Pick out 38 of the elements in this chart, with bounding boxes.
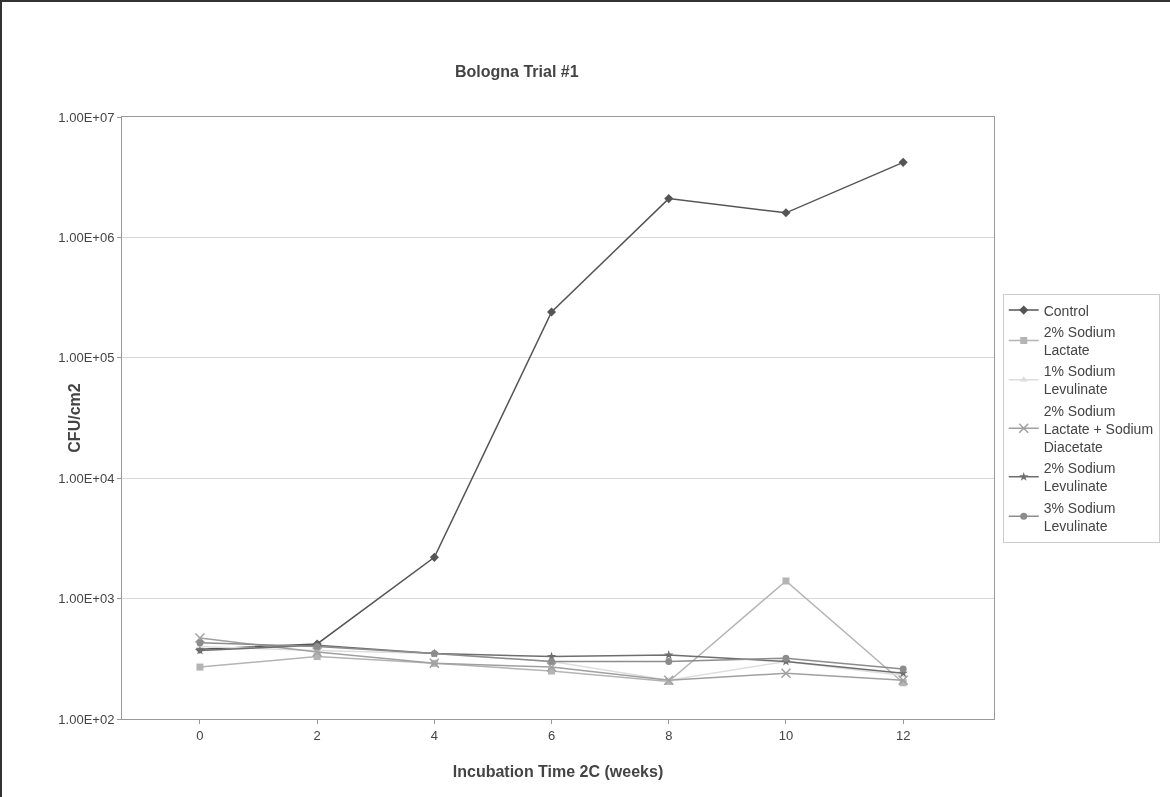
point <box>664 194 674 204</box>
x-tick-label: 6 <box>547 727 556 743</box>
chart-title: Bologna Trial #1 <box>455 62 579 80</box>
point <box>781 208 791 218</box>
point <box>546 661 557 673</box>
y-tick-label: 1.00E+03 <box>58 591 115 607</box>
point <box>311 646 323 658</box>
legend-label: 1% Sodium Levulinate <box>1043 363 1116 398</box>
legend-label: 2% Sodium Levulinate <box>1043 460 1116 495</box>
point <box>194 632 206 644</box>
point <box>782 577 790 585</box>
point <box>897 674 909 686</box>
x-tick-label: 10 <box>778 727 794 743</box>
y-tick-label: 1.00E+02 <box>58 711 115 727</box>
point <box>780 667 792 679</box>
x-axis-title: Incubation Time 2C (weeks) <box>452 763 664 780</box>
point <box>429 552 439 562</box>
x-tick-label: 0 <box>196 727 204 743</box>
point <box>196 663 204 671</box>
point <box>899 665 907 673</box>
point <box>196 639 204 647</box>
y-tick-label: 1.00E+07 <box>58 109 115 125</box>
point <box>665 658 673 666</box>
y-tick-label: 1.00E+06 <box>58 229 115 245</box>
y-tick-label: 1.00E+05 <box>58 350 115 366</box>
point <box>782 654 790 662</box>
point <box>898 157 908 167</box>
x-tick-label: 12 <box>895 727 911 743</box>
y-axis-title: CFU/cm2 <box>66 383 83 453</box>
x-tick-label: 2 <box>313 727 321 743</box>
legend-label: 2% Sodium Lactate <box>1043 323 1116 358</box>
x-tick-label: 8 <box>665 727 673 743</box>
point <box>547 307 557 317</box>
legend-label: 2% Sodium Lactate + Sodium Diacetate <box>1043 402 1154 455</box>
y-tick-label: 1.00E+04 <box>58 470 115 486</box>
legend-label: 3% Sodium Levulinate <box>1043 499 1116 534</box>
legend-label: Control <box>1043 302 1089 319</box>
x-tick-label: 4 <box>430 727 438 743</box>
